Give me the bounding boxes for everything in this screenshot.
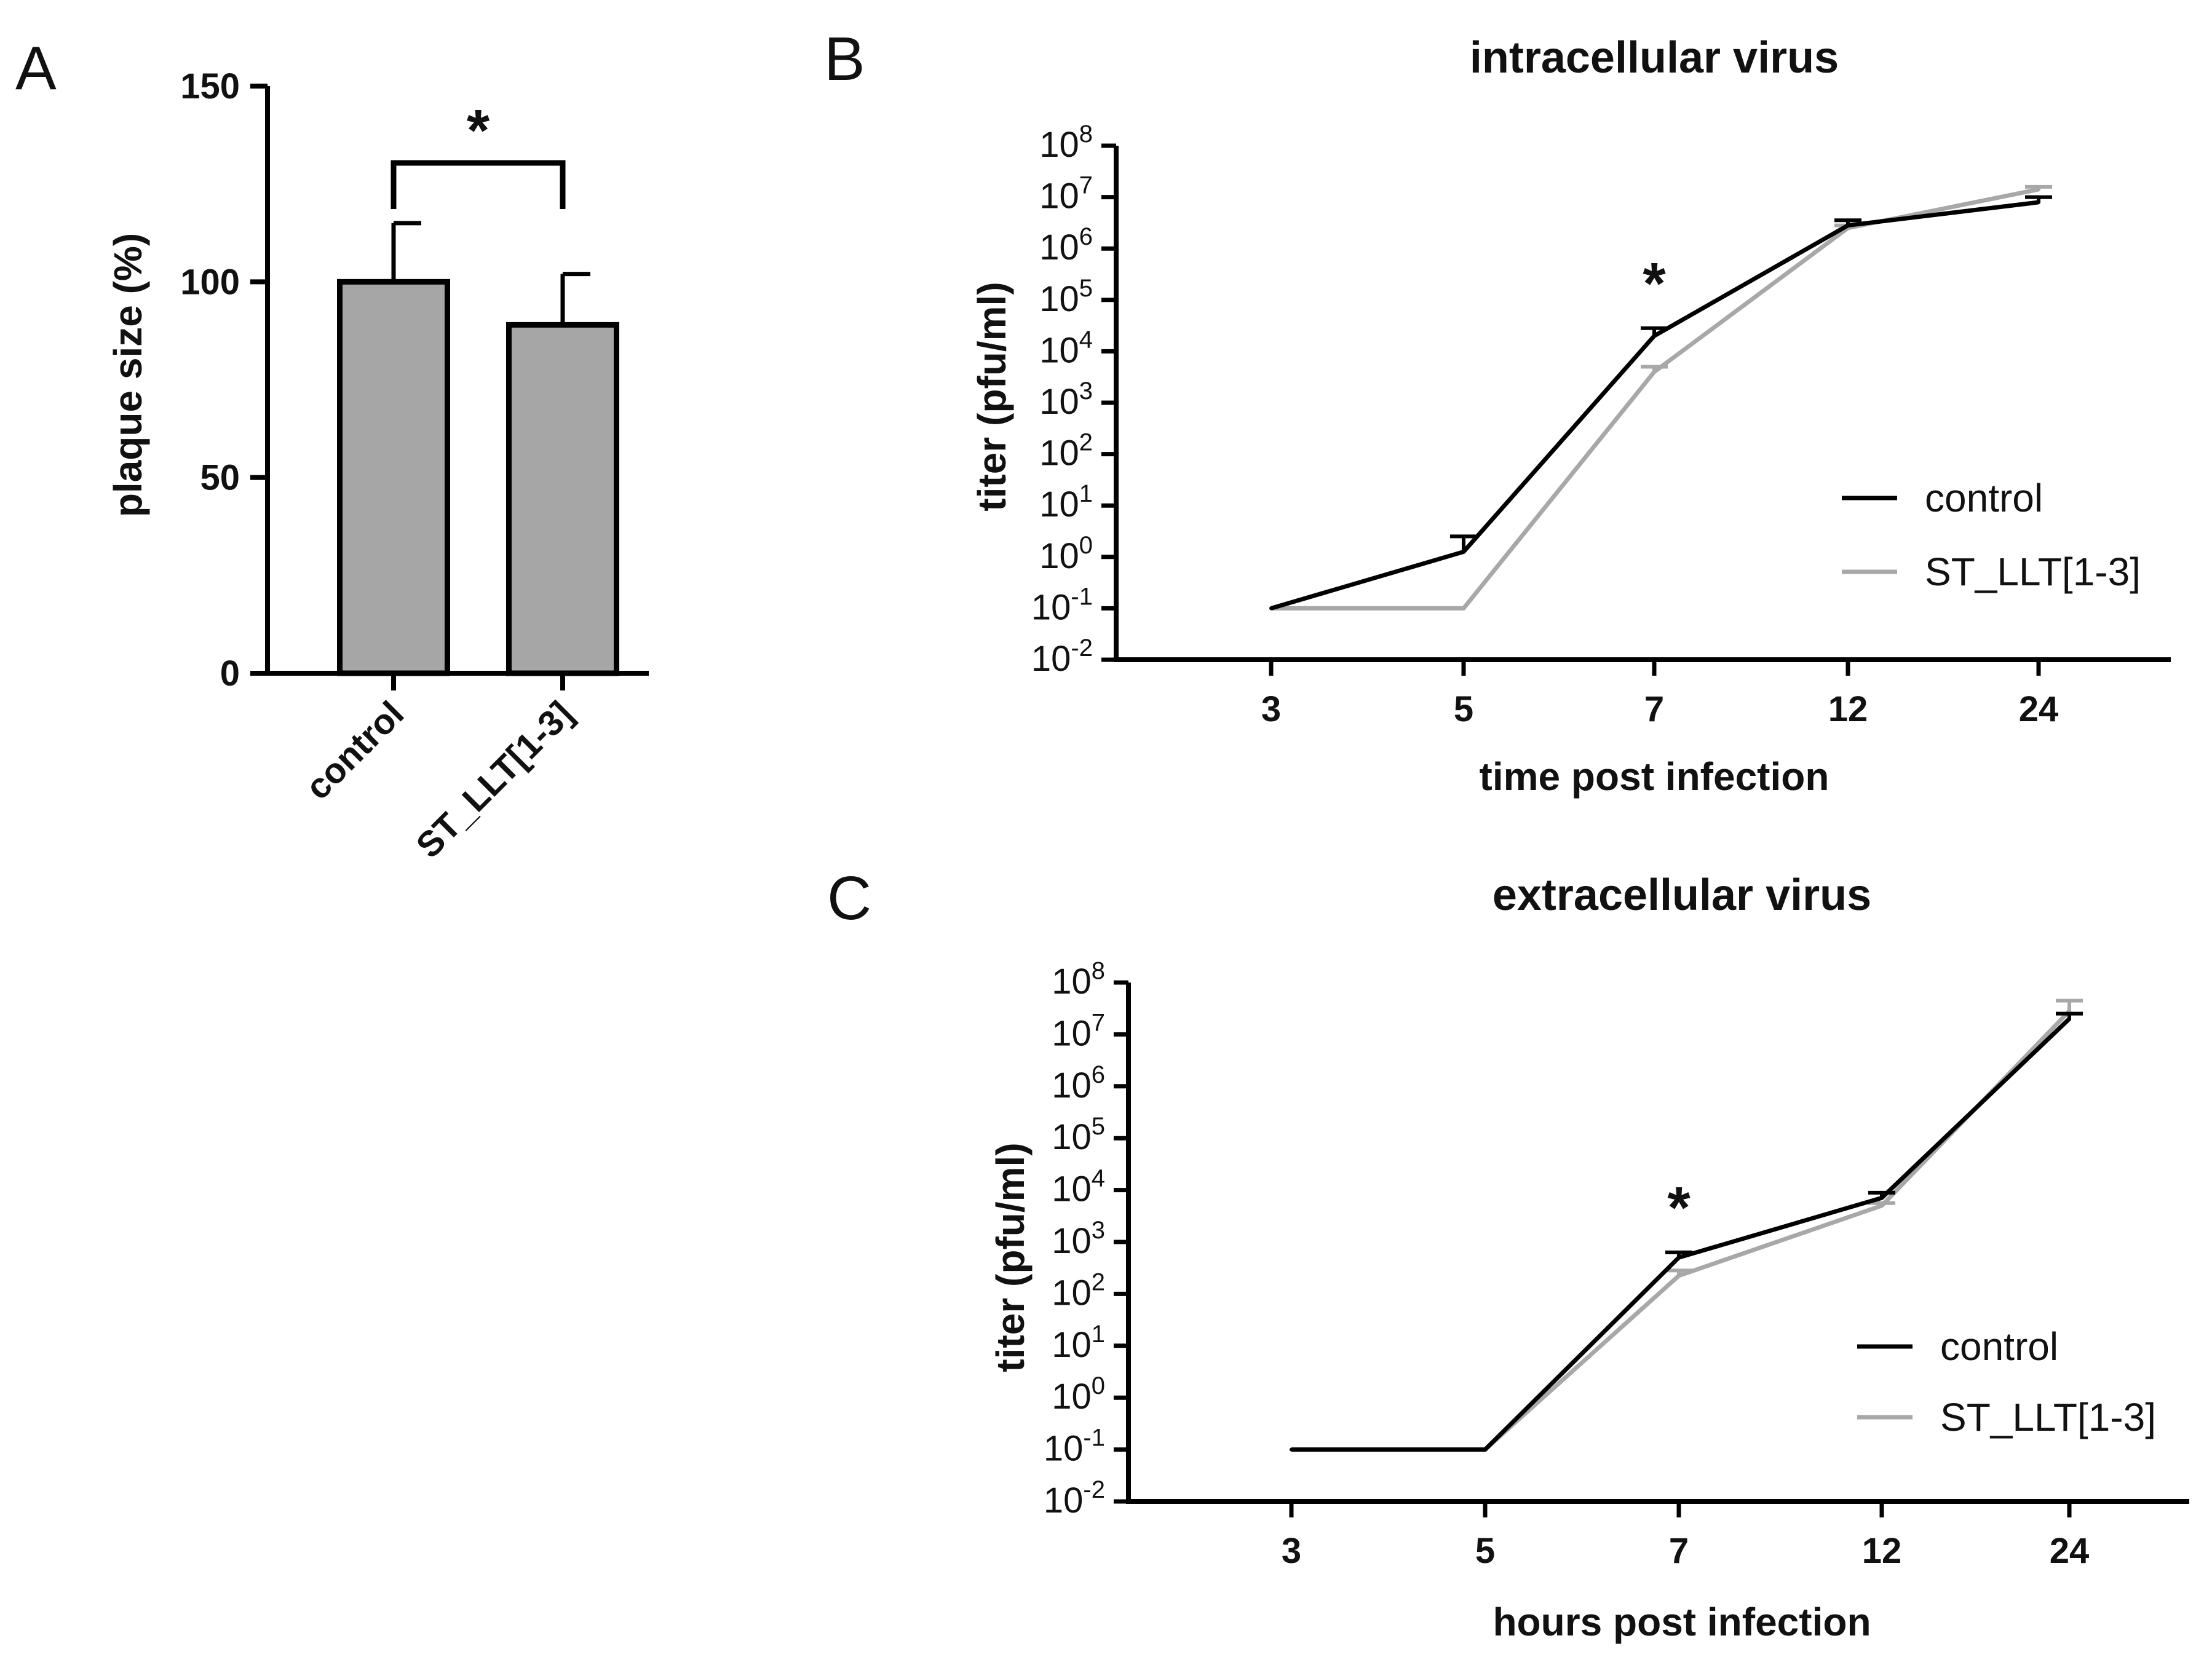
panel-b-ytick-label: 10-2 (1031, 635, 1093, 679)
panel-a-significance: * (390, 98, 566, 209)
panel-b-xlabel: time post infection (1480, 754, 1829, 799)
panel-b-data-point (1269, 606, 1273, 611)
panel-a-star: * (467, 98, 490, 164)
panel-c-data-point (1880, 1203, 1884, 1208)
panel-c-ytick-label: 101 (1052, 1321, 1105, 1365)
panel-b-ytick-label: 103 (1039, 378, 1093, 422)
panel-c-xtick-label: 3 (1282, 1531, 1301, 1571)
panel-b-ylabel: titer (pfu/ml) (970, 282, 1014, 511)
panel-c-data-point (1290, 1447, 1293, 1452)
panel-b-xtick-label: 3 (1261, 689, 1281, 729)
panel-c-ytick-label: 103 (1052, 1217, 1105, 1261)
panel-a-xtick-label: ST_LLT[1-3] (408, 694, 581, 866)
panel-a-bar (337, 279, 450, 676)
panel-a-yticks: 0 50 100 150 (180, 66, 268, 694)
panel-c-significance-star: * (1667, 1175, 1691, 1241)
panel-letter-b: B (824, 25, 865, 93)
panel-c-ytick-label: 10-1 (1044, 1425, 1105, 1469)
panel-a-bracket (390, 160, 566, 209)
panel-a-ylabel: plaque size (%) (106, 233, 150, 517)
legend-label-control: control (1925, 476, 2043, 520)
panel-b-data-point (1846, 223, 1850, 227)
panel-c: C extracellular virus titer (pfu/ml) hou… (827, 864, 2189, 1644)
panel-b-xtick-label: 5 (1454, 689, 1473, 729)
panel-letter-c: C (827, 864, 871, 933)
panel-a-xtick-label: control (298, 694, 411, 807)
panel-c-ytick-label: 100 (1052, 1372, 1105, 1417)
panel-a-ytick-label: 150 (180, 66, 240, 106)
panel-c-plot: 10-2 10-1 100 101 102 103 104 105 106 107 108 3 5 7 12… (1044, 957, 2189, 1571)
panel-c-legend: control ST_LLT[1-3] (1857, 1324, 2156, 1439)
panel-c-ytick-label: 106 (1052, 1061, 1105, 1105)
legend-label-st-llt: ST_LLT[1-3] (1925, 550, 2141, 594)
panel-b-ytick-label: 108 (1039, 121, 1093, 165)
panel-b-plot: 10-2 10-1 100 101 102 103 104 105 106 107 108 3 5 7 12… (1031, 121, 2171, 729)
panel-a: A plaque size (%) 0 50 100 150 controlST_LL… (15, 34, 649, 866)
panel-b-xtick-label: 7 (1644, 689, 1664, 729)
panel-c-ylabel: titer (pfu/ml) (988, 1142, 1033, 1372)
panel-c-data-point (1677, 1256, 1681, 1260)
panel-c-ytick-label: 102 (1052, 1268, 1105, 1313)
panel-c-data-point (1677, 1273, 1681, 1278)
panel-b-ytick-label: 105 (1039, 275, 1093, 319)
panel-b-ytick-label: 106 (1039, 223, 1093, 267)
panel-c-title: extracellular virus (1493, 871, 1871, 920)
panel-b-legend: control ST_LLT[1-3] (1842, 476, 2141, 594)
panel-b-data-point (1652, 370, 1656, 374)
panel-c-xtick-label: 7 (1669, 1531, 1689, 1571)
panel-c-xlabel: hours post infection (1493, 1600, 1871, 1644)
panel-b-xtick-label: 12 (1828, 689, 1868, 729)
panel-c-data-point (2067, 1017, 2071, 1021)
panel-c-ytick-label: 105 (1052, 1113, 1105, 1157)
panel-b-ytick-label: 100 (1039, 532, 1093, 576)
panel-c-data-point (1483, 1447, 1487, 1452)
panel-b-ytick-label: 101 (1039, 480, 1093, 524)
panel-b-data-point (2037, 188, 2040, 192)
panel-b-ytick-label: 104 (1039, 326, 1093, 370)
panel-b-data-point (1462, 550, 1465, 554)
panel-letter-a: A (15, 34, 57, 103)
panel-b-significance-star: * (1643, 251, 1666, 317)
panel-c-data-point (1880, 1196, 1884, 1200)
panel-c-ytick-label: 107 (1052, 1009, 1105, 1053)
panel-b: B intracellular virus titer (pfu/ml) tim… (824, 25, 2171, 799)
panel-a-ytick-label: 50 (200, 458, 240, 498)
panel-a-axes (265, 86, 649, 690)
panel-b-xtick-label: 24 (2019, 689, 2059, 729)
panel-c-ytick-label: 108 (1052, 957, 1105, 1002)
panel-a-bar (506, 322, 619, 676)
panel-b-data-point (1462, 606, 1465, 611)
panel-b-ytick-label: 102 (1039, 429, 1093, 473)
panel-b-data-point (1652, 334, 1656, 338)
panel-a-ytick-label: 0 (220, 654, 240, 694)
panel-c-ytick-label: 10-2 (1044, 1476, 1105, 1521)
panel-c-xtick-label: 24 (2050, 1531, 2090, 1571)
panel-b-ytick-label: 10-1 (1031, 583, 1093, 627)
panel-a-bars (337, 221, 619, 676)
panel-c-xtick-label: 12 (1862, 1531, 1902, 1571)
panel-a-ytick-label: 100 (180, 262, 240, 302)
panel-b-data-point (2037, 200, 2040, 204)
panel-b-ytick-label: 107 (1039, 172, 1093, 216)
panel-c-xtick-label: 5 (1475, 1531, 1495, 1571)
legend-label-st-llt: ST_LLT[1-3] (1940, 1395, 2156, 1439)
panel-c-ytick-label: 104 (1052, 1165, 1105, 1209)
legend-label-control: control (1940, 1324, 2058, 1369)
panel-b-title: intracellular virus (1470, 33, 1839, 82)
